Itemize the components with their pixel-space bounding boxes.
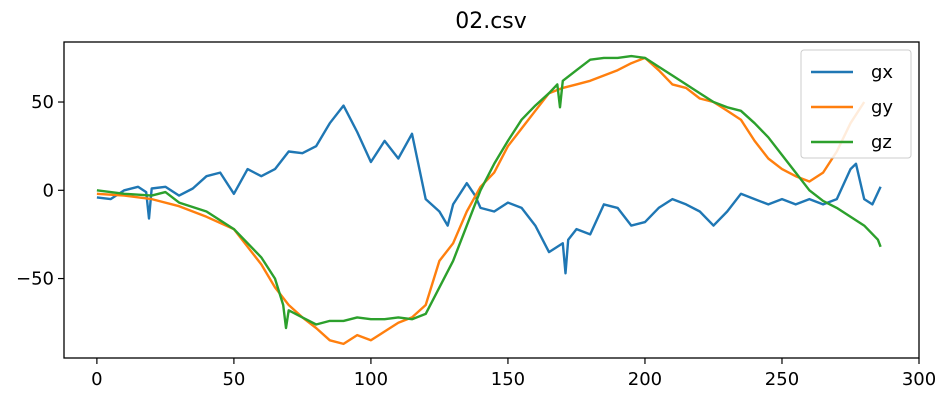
series-layer bbox=[96, 54, 882, 346]
x-tick-label: 150 bbox=[491, 369, 525, 390]
x-tick-label: 250 bbox=[765, 369, 799, 390]
series-line-gz bbox=[96, 54, 882, 330]
x-tick-label: 50 bbox=[222, 369, 245, 390]
series-line-gx bbox=[96, 104, 882, 275]
y-tick-label: 0 bbox=[43, 180, 54, 201]
y-tick-label: −50 bbox=[16, 269, 54, 290]
plot-area-frame bbox=[63, 41, 920, 359]
x-tick-label: 0 bbox=[91, 369, 102, 390]
y-tick-label: 50 bbox=[31, 92, 54, 113]
legend-label-gz: gz bbox=[871, 132, 892, 153]
legend-label-gx: gx bbox=[871, 62, 893, 83]
axis-ticks: 0 50 100 150 200 250 300 −50 0 50 bbox=[16, 92, 936, 390]
series-line-gy bbox=[96, 56, 866, 346]
legend-label-gy: gy bbox=[871, 97, 893, 118]
x-tick-label: 100 bbox=[354, 369, 388, 390]
legend: gx gy gz bbox=[800, 49, 912, 159]
legend-box bbox=[800, 49, 912, 159]
x-tick-label: 200 bbox=[628, 369, 662, 390]
x-tick-label: 300 bbox=[902, 369, 936, 390]
chart-title: 02.csv bbox=[455, 9, 527, 34]
